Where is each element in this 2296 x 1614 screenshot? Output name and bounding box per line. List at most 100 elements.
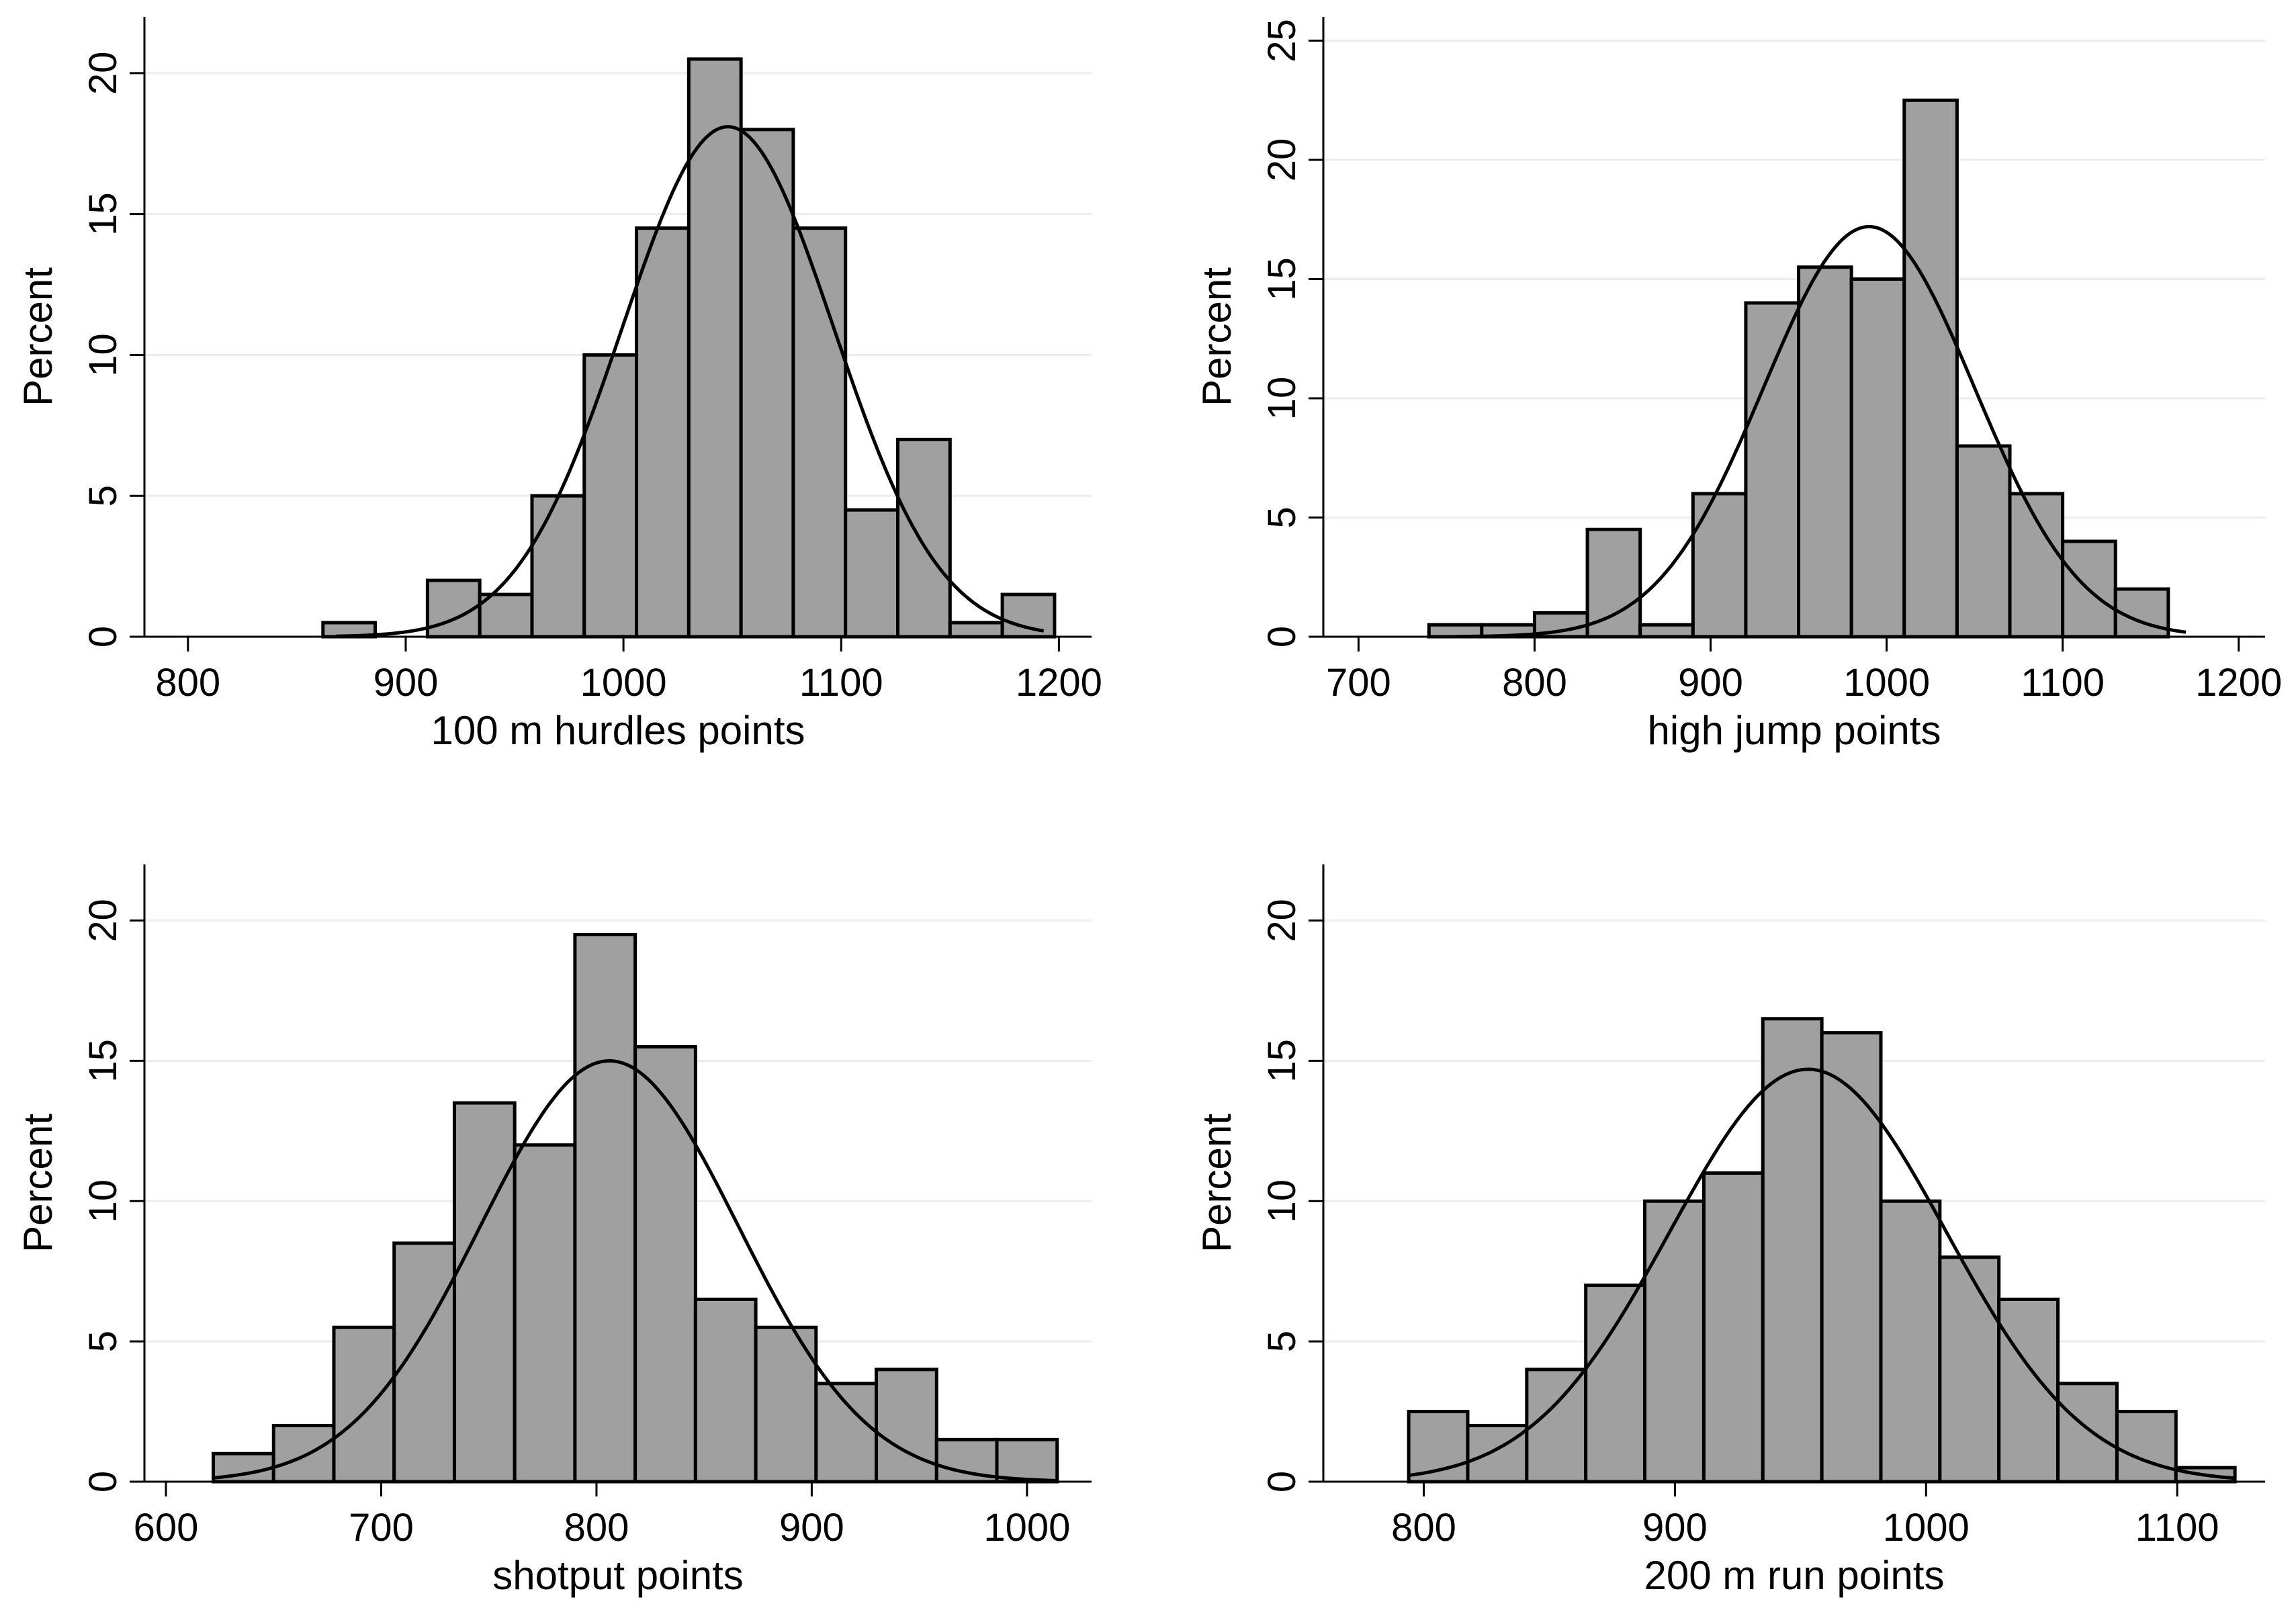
histogram-bar	[1584, 1284, 1647, 1484]
histogram-bar	[1638, 623, 1695, 639]
histogram-bar	[1879, 1199, 1942, 1484]
histogram-bar	[2008, 492, 2065, 639]
y-tick-label: 15	[1260, 257, 1304, 301]
y-axis-title: Percent	[15, 1114, 60, 1253]
y-tick-label: 20	[1260, 899, 1304, 942]
y-tick-label: 0	[81, 626, 125, 647]
x-tick-label: 1200	[1016, 661, 1102, 705]
x-tick-label: 900	[779, 1506, 844, 1550]
histogram-bar	[844, 508, 900, 639]
histogram-bar	[1585, 527, 1642, 639]
histogram-bar	[1000, 592, 1057, 639]
y-tick-label: 15	[81, 192, 125, 236]
x-tick-label: 700	[1326, 661, 1391, 705]
y-tick-label: 5	[1260, 1331, 1304, 1352]
x-tick-label: 900	[373, 661, 439, 705]
x-tick-label: 800	[564, 1506, 629, 1550]
x-tick-label: 1100	[2021, 661, 2105, 705]
histogram-bar	[635, 226, 691, 639]
histogram-bar	[875, 1368, 938, 1484]
y-tick-label: 0	[81, 1471, 125, 1492]
y-tick-label: 5	[81, 485, 125, 506]
histogram-bar	[1797, 265, 1853, 639]
histogram-bar	[995, 1437, 1059, 1484]
histogram-bar	[1955, 444, 2012, 639]
histogram-bar	[1643, 1199, 1706, 1484]
histogram-bar	[754, 1325, 818, 1484]
panel-run200: 0 5 10 15 20 800 900 1000 1100 200 m run points Pe…	[1194, 864, 2265, 1598]
y-axis-title: Percent	[15, 267, 60, 406]
y-tick-label: 5	[1260, 506, 1304, 528]
normal-curve	[336, 125, 1045, 638]
y-tick-label: 10	[81, 1179, 125, 1223]
x-tick-label: 600	[134, 1506, 199, 1550]
histogram-bar	[1702, 1171, 1765, 1484]
x-axis-title: 100 m hurdles points	[431, 708, 805, 753]
histogram-bar	[582, 353, 639, 639]
histogram-bar	[513, 1143, 577, 1484]
x-tick-label: 900	[1678, 661, 1743, 705]
panel-highjump: 0 5 10 15 20 25 700 800 900 1000 1100 1200 high jump…	[1194, 17, 2282, 753]
y-axis-title: Percent	[1194, 267, 1239, 406]
x-tick-label: 1000	[580, 661, 667, 705]
x-tick-label: 1100	[2135, 1506, 2219, 1550]
histogram-bar	[1525, 1368, 1588, 1484]
x-tick-label: 800	[155, 661, 220, 705]
histogram-bar	[2115, 1410, 2178, 1484]
y-tick-label: 10	[1260, 377, 1304, 420]
histogram-bar	[1691, 492, 1748, 639]
normal-curve	[1455, 224, 2187, 639]
normal-curve	[1408, 1067, 2236, 1480]
x-tick-label: 1000	[1883, 1506, 1970, 1550]
y-axis-title: Percent	[1194, 1114, 1239, 1253]
y-tick-label: 0	[1260, 626, 1304, 647]
y-tick-label: 0	[1260, 1471, 1304, 1492]
x-tick-label: 800	[1391, 1506, 1456, 1550]
histogram-bar	[814, 1382, 879, 1484]
normal-curve	[213, 1059, 1057, 1482]
histogram-bar	[633, 1045, 697, 1484]
histogram-bar	[1902, 98, 1959, 639]
histogram-bar	[1744, 301, 1801, 639]
x-axis-title: high jump points	[1648, 708, 1941, 753]
y-tick-label: 10	[1260, 1179, 1304, 1223]
y-tick-label: 15	[1260, 1039, 1304, 1083]
histogram-bar	[791, 226, 848, 639]
y-tick-label: 20	[81, 899, 125, 942]
y-tick-label: 15	[81, 1039, 125, 1083]
x-tick-label: 1200	[2195, 661, 2282, 705]
histogram-bar	[1849, 277, 1906, 639]
y-tick-label: 25	[1260, 19, 1304, 62]
histogram-bar	[530, 494, 586, 639]
x-axis-title: 200 m run points	[1644, 1553, 1945, 1598]
y-tick-label: 20	[1260, 138, 1304, 182]
histogram-bar	[573, 932, 637, 1484]
histogram-bar	[948, 621, 1004, 639]
x-tick-label: 1100	[799, 661, 883, 705]
histogram-bar	[896, 437, 952, 639]
x-axis-title: shotput points	[492, 1553, 744, 1598]
panel-shotput: 0 5 10 15 20 600 700 800 900 1000 shotput points Pe…	[15, 864, 1092, 1598]
x-tick-label: 1000	[983, 1506, 1070, 1550]
histogram-bar	[739, 128, 795, 639]
histogram-bar	[1466, 1423, 1529, 1484]
x-tick-label: 700	[349, 1506, 414, 1550]
histogram-bar	[1761, 1017, 1824, 1484]
x-tick-label: 900	[1642, 1506, 1708, 1550]
histogram-bar	[693, 1297, 758, 1484]
x-tick-label: 1000	[1843, 661, 1930, 705]
x-tick-label: 800	[1502, 661, 1567, 705]
y-tick-label: 20	[81, 52, 125, 95]
y-tick-label: 5	[81, 1331, 125, 1352]
histogram-bar	[478, 592, 534, 639]
histogram-bar	[271, 1423, 336, 1484]
histogram-bar	[687, 57, 743, 639]
histogram-bar	[2056, 1382, 2119, 1484]
histogram-bar	[1938, 1255, 2001, 1484]
histogram-bar	[452, 1101, 517, 1484]
y-tick-label: 10	[81, 333, 125, 377]
histogram-bar	[1820, 1031, 1883, 1484]
panel-hurdles: 0 5 10 15 20 800 900 1000 1100 1200 100 m hurdles …	[15, 17, 1102, 753]
histogram-bar	[332, 1325, 396, 1484]
